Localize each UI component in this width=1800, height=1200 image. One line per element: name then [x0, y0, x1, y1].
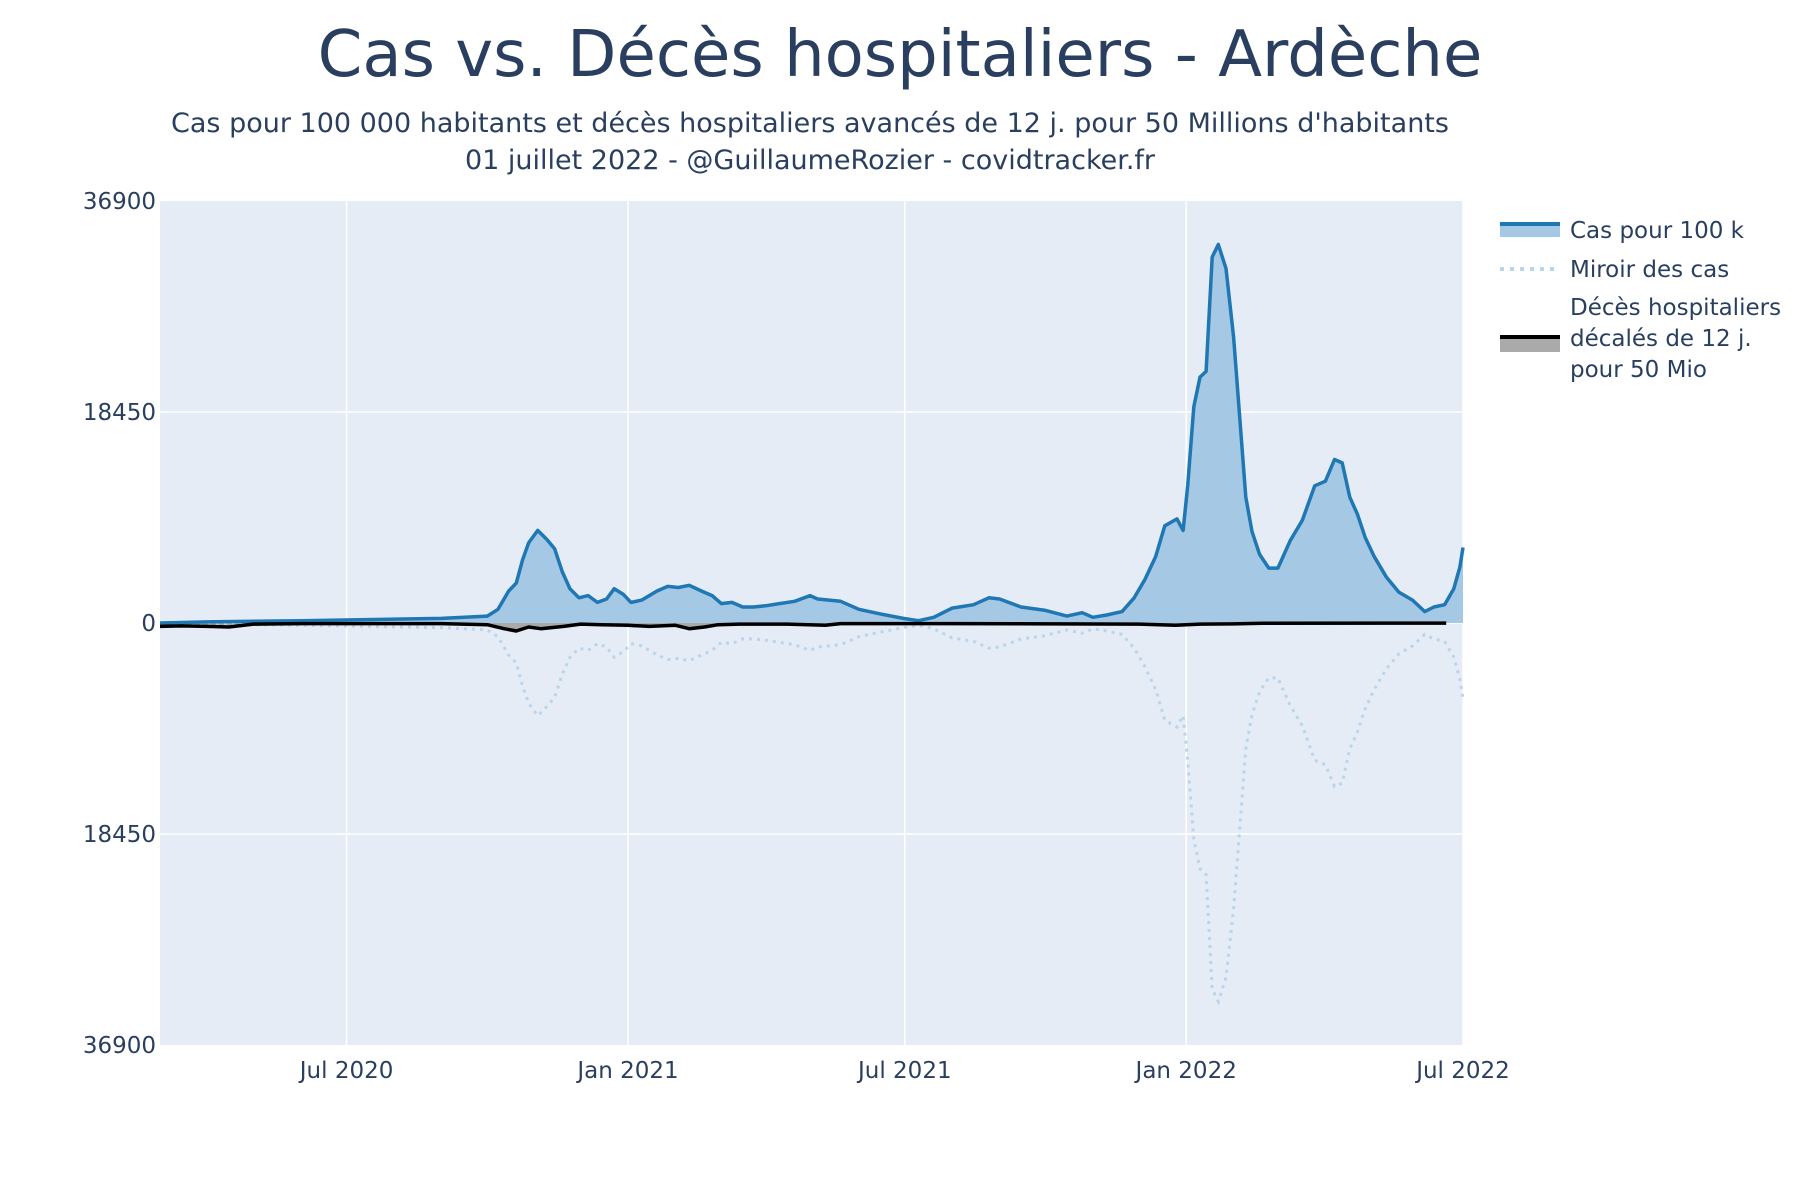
legend-label-deaths-line-2: décalés de 12 j. — [1570, 326, 1752, 352]
deaths-line — [159, 621, 1447, 633]
y-tick-label: 18450 — [83, 400, 156, 426]
x-tick-label: Jul 2022 — [1414, 1058, 1510, 1084]
y-axis-ticks: 36900 18450 0 18450 36900 — [83, 189, 156, 1059]
legend-swatch-deaths-fill — [1500, 337, 1560, 352]
legend-label-cases: Cas pour 100 k — [1570, 218, 1745, 244]
x-tick-label: Jan 2022 — [1134, 1058, 1237, 1084]
legend-label-deaths-line-3: pour 50 Mio — [1570, 357, 1707, 383]
cases-area — [160, 244, 1463, 623]
x-tick-label: Jul 2020 — [298, 1058, 394, 1084]
x-tick-label: Jan 2021 — [575, 1058, 678, 1084]
x-tick-label: Jul 2021 — [856, 1058, 952, 1084]
chart-subtitle-line-2: 01 juillet 2022 - @GuillaumeRozier - cov… — [464, 145, 1156, 176]
cases-series — [159, 242, 1465, 625]
legend-item-deaths[interactable]: Décès hospitaliers décalés de 12 j. pour… — [1500, 295, 1781, 383]
y-tick-label: 36900 — [83, 1033, 156, 1059]
legend-label-deaths-line-1: Décès hospitaliers — [1570, 295, 1781, 321]
y-tick-label: 0 — [141, 611, 156, 637]
deaths-series — [159, 621, 1447, 633]
legend-item-mirror[interactable]: Miroir des cas — [1500, 257, 1729, 283]
chart-subtitle-line-1: Cas pour 100 000 habitants et décès hosp… — [171, 108, 1449, 139]
cases-fill — [160, 244, 1463, 623]
legend-item-cases[interactable]: Cas pour 100 k — [1500, 218, 1745, 244]
y-tick-label: 18450 — [83, 822, 156, 848]
legend[interactable]: Cas pour 100 k Miroir des cas Décès hosp… — [1500, 218, 1781, 383]
chart-title: Cas vs. Décès hospitaliers - Ardèche — [317, 18, 1483, 92]
cases-line — [159, 242, 1465, 625]
y-tick-label: 36900 — [83, 189, 156, 215]
x-axis-ticks: Jul 2020 Jan 2021 Jul 2021 Jan 2022 Jul 2022 — [298, 1058, 1510, 1084]
legend-label-mirror: Miroir des cas — [1570, 257, 1729, 283]
